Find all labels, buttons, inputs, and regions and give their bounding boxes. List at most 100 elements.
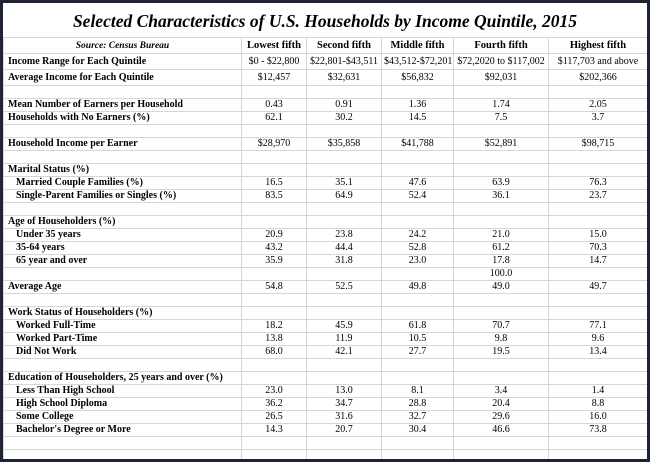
cell (453, 150, 549, 164)
data-row: Worked Part-Time 13.8 11.9 10.5 9.8 9.6 (3, 332, 647, 346)
value-cell: 42.1 (306, 345, 382, 359)
cell (453, 436, 549, 450)
cell (381, 85, 454, 99)
cell (381, 163, 454, 177)
value-cell: 0.91 (306, 98, 382, 112)
data-row: Married Couple Families (%) 16.5 35.1 47.6 6… (3, 176, 647, 190)
cell (453, 124, 549, 138)
cell (241, 202, 307, 216)
value-cell: 64.9 (306, 189, 382, 203)
cell (548, 293, 647, 307)
cell (306, 124, 382, 138)
value-cell: 36.1 (453, 189, 549, 203)
cell (548, 436, 647, 450)
value-cell: 29.6 (453, 410, 549, 424)
value-cell: 70.7 (453, 319, 549, 333)
cell (241, 85, 307, 99)
value-cell: 30.2 (306, 111, 382, 125)
row-label (3, 267, 242, 281)
data-row: Some College 26.5 31.6 32.7 29.6 16.0 (3, 410, 647, 424)
blank-row (3, 358, 647, 372)
cell (381, 202, 454, 216)
cell (241, 306, 307, 320)
cell (453, 202, 549, 216)
blank-row (3, 124, 647, 138)
blank-row (3, 293, 647, 307)
value-cell: 44.4 (306, 241, 382, 255)
value-cell: $41,788 (381, 137, 454, 151)
cell (241, 267, 307, 281)
column-header: Lowest fifth (241, 37, 307, 54)
row-label: Bachelor's Degree or More (3, 423, 242, 437)
value-cell: 62.1 (241, 111, 307, 125)
cell (453, 85, 549, 99)
row-label: Age of Householders (%) (3, 215, 242, 229)
cell (381, 436, 454, 450)
blank-row (3, 449, 647, 459)
cell (3, 124, 242, 138)
value-cell: 36.2 (241, 397, 307, 411)
data-row: Households with No Earners (%) 62.1 30.2 14… (3, 111, 647, 125)
blank-row (3, 150, 647, 164)
cell (306, 436, 382, 450)
value-cell: 52.5 (306, 280, 382, 294)
value-cell: $202,366 (548, 69, 647, 86)
value-cell: 1.36 (381, 98, 454, 112)
cell (306, 85, 382, 99)
cell (381, 215, 454, 229)
value-cell: 3.4 (453, 384, 549, 398)
value-cell: 49.0 (453, 280, 549, 294)
value-cell: $52,891 (453, 137, 549, 151)
value-cell: 73.8 (548, 423, 647, 437)
value-cell: 14.7 (548, 254, 647, 268)
value-cell: 30.4 (381, 423, 454, 437)
cell (548, 85, 647, 99)
value-cell: 43.2 (241, 241, 307, 255)
cell (548, 267, 647, 281)
value-cell: 27.7 (381, 345, 454, 359)
value-cell: 63.9 (453, 176, 549, 190)
cell (306, 293, 382, 307)
value-cell: 20.9 (241, 228, 307, 242)
row-label: Household Income per Earner (3, 137, 242, 151)
cell (453, 358, 549, 372)
data-row: Work Status of Householders (%) (3, 306, 647, 320)
value-cell: 23.0 (241, 384, 307, 398)
value-cell: 16.5 (241, 176, 307, 190)
table: Source: Census Bureau Lowest fifth Second … (3, 37, 647, 459)
cell (241, 150, 307, 164)
row-label: 35-64 years (3, 241, 242, 255)
cell (548, 124, 647, 138)
cell (3, 358, 242, 372)
value-cell: 2.05 (548, 98, 647, 112)
data-row: Household Income per Earner $28,970 $35,85… (3, 137, 647, 151)
cell (306, 202, 382, 216)
value-cell: 23.8 (306, 228, 382, 242)
value-cell: 52.8 (381, 241, 454, 255)
value-cell: 76.3 (548, 176, 647, 190)
column-header: Highest fifth (548, 37, 647, 54)
cell (306, 150, 382, 164)
row-label: Mean Number of Earners per Household (3, 98, 242, 112)
data-row: Did Not Work 68.0 42.1 27.7 19.5 13.4 (3, 345, 647, 359)
value-cell: 28.8 (381, 397, 454, 411)
value-cell: 31.6 (306, 410, 382, 424)
cell (381, 371, 454, 385)
blank-row (3, 202, 647, 216)
row-label: Some College (3, 410, 242, 424)
value-cell: 1.4 (548, 384, 647, 398)
value-cell: $28,970 (241, 137, 307, 151)
cell (241, 371, 307, 385)
value-cell: 83.5 (241, 189, 307, 203)
row-label: Education of Householders, 25 years and … (3, 371, 242, 385)
value-cell: 8.8 (548, 397, 647, 411)
row-label: Work Status of Householders (%) (3, 306, 242, 320)
value-cell: 45.9 (306, 319, 382, 333)
data-row: Worked Full-Time 18.2 45.9 61.8 70.7 77.1 (3, 319, 647, 333)
value-cell: 20.4 (453, 397, 549, 411)
value-cell: 13.8 (241, 332, 307, 346)
value-cell: 14.5 (381, 111, 454, 125)
data-row: 35-64 years 43.2 44.4 52.8 61.2 70.3 (3, 241, 647, 255)
value-cell: 46.6 (453, 423, 549, 437)
row-label: Worked Full-Time (3, 319, 242, 333)
